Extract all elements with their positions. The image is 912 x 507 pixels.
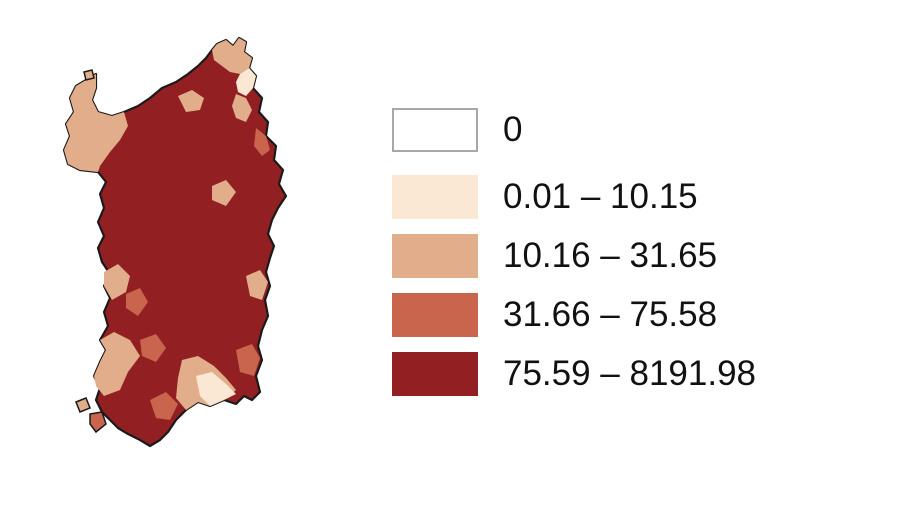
region-east-medium bbox=[254, 128, 270, 156]
region-northeast-light bbox=[236, 68, 256, 96]
region-northwest-light bbox=[64, 74, 128, 172]
region-center-light bbox=[212, 180, 236, 206]
region-west-medium bbox=[126, 288, 148, 316]
region-south-medium bbox=[150, 392, 178, 420]
region-southeast-medium bbox=[236, 344, 260, 376]
region-east-mid-light bbox=[246, 270, 268, 300]
legend-label: 0 bbox=[503, 110, 523, 149]
region-northeast-medium bbox=[232, 94, 252, 122]
legend-swatch bbox=[392, 108, 478, 152]
legend-item: 10.16 – 31.65 bbox=[390, 234, 810, 280]
region-south-coast-lightest bbox=[196, 372, 236, 406]
island-northwest-small bbox=[83, 69, 95, 81]
region-west-light bbox=[104, 264, 130, 300]
legend-item: 75.59 – 8191.98 bbox=[390, 352, 810, 398]
legend-item: 0.01 – 10.15 bbox=[390, 175, 810, 221]
region-southwest-light bbox=[94, 332, 140, 396]
legend-item: 31.66 – 75.58 bbox=[390, 293, 810, 339]
legend-swatch bbox=[392, 175, 478, 219]
legend-label: 0.01 – 10.15 bbox=[503, 177, 698, 216]
region-north-inland-light bbox=[178, 90, 204, 112]
legend-swatch bbox=[392, 352, 478, 396]
legend-swatch bbox=[392, 234, 478, 278]
region-north-light bbox=[212, 38, 252, 74]
island-southwest-small bbox=[75, 397, 91, 413]
legend-swatch bbox=[392, 293, 478, 337]
legend-label: 75.59 – 8191.98 bbox=[503, 354, 757, 393]
legend-item: 0 bbox=[390, 108, 810, 154]
island-sw-peninsula bbox=[89, 411, 107, 434]
legend-label: 10.16 – 31.65 bbox=[503, 236, 718, 275]
region-southwest-medium bbox=[140, 334, 166, 362]
legend-label: 31.66 – 75.58 bbox=[503, 295, 718, 334]
